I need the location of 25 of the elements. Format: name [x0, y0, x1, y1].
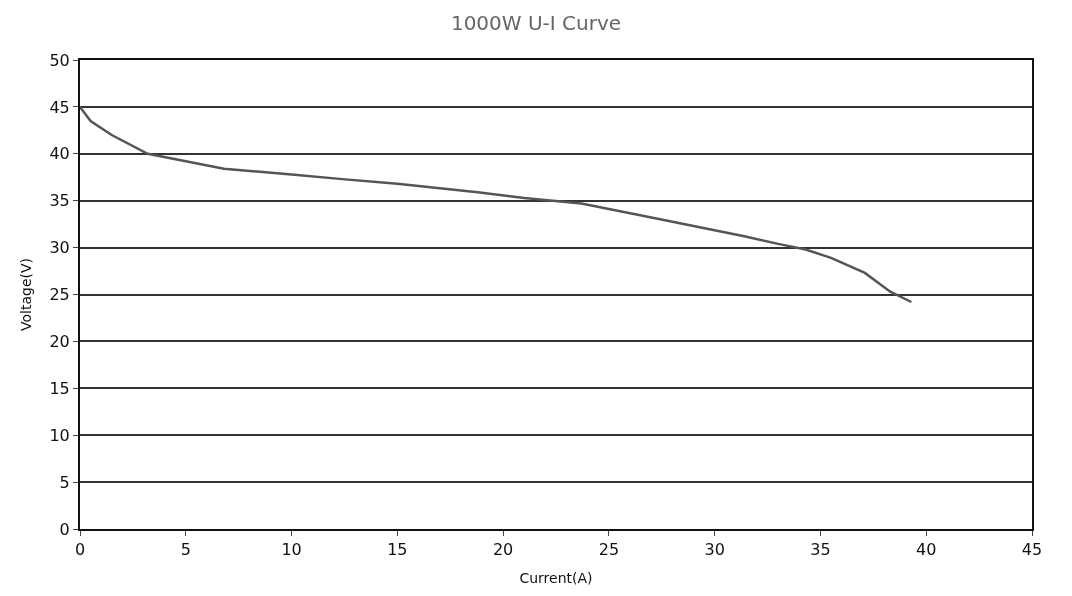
x-tick-label: 5 [180, 540, 191, 560]
x-tick-label: 15 [387, 540, 408, 560]
y-tick-label: 40 [49, 144, 70, 164]
y-tick-label: 20 [49, 332, 70, 351]
x-tick-label: 35 [810, 540, 831, 560]
x-tick-label: 0 [74, 540, 86, 560]
x-tick-label: 40 [916, 540, 937, 560]
line-series [80, 105, 913, 304]
y-tick-label: 45 [49, 97, 70, 117]
x-tick-label: 45 [1021, 540, 1043, 560]
x-tick-label: 20 [492, 540, 514, 560]
y-axis-title: Voltage(V) [17, 257, 34, 332]
x-tick-label: 25 [598, 540, 620, 560]
y-tick-label: 15 [49, 378, 70, 398]
y-tick-label: 30 [49, 238, 70, 258]
y-tick-label: 25 [49, 285, 70, 305]
y-tick-label: 0 [59, 519, 70, 539]
x-tick-label: 30 [704, 540, 725, 560]
y-tick-label: 5 [59, 472, 70, 492]
x-tick-label: 10 [281, 540, 302, 560]
y-tick-label: 10 [49, 425, 70, 445]
y-tick-label: 35 [49, 191, 70, 211]
y-tick-label: 50 [49, 50, 70, 70]
x-axis-title: Current(A) [519, 570, 593, 586]
chart-title: 1000W U-I Curve [450, 11, 622, 35]
